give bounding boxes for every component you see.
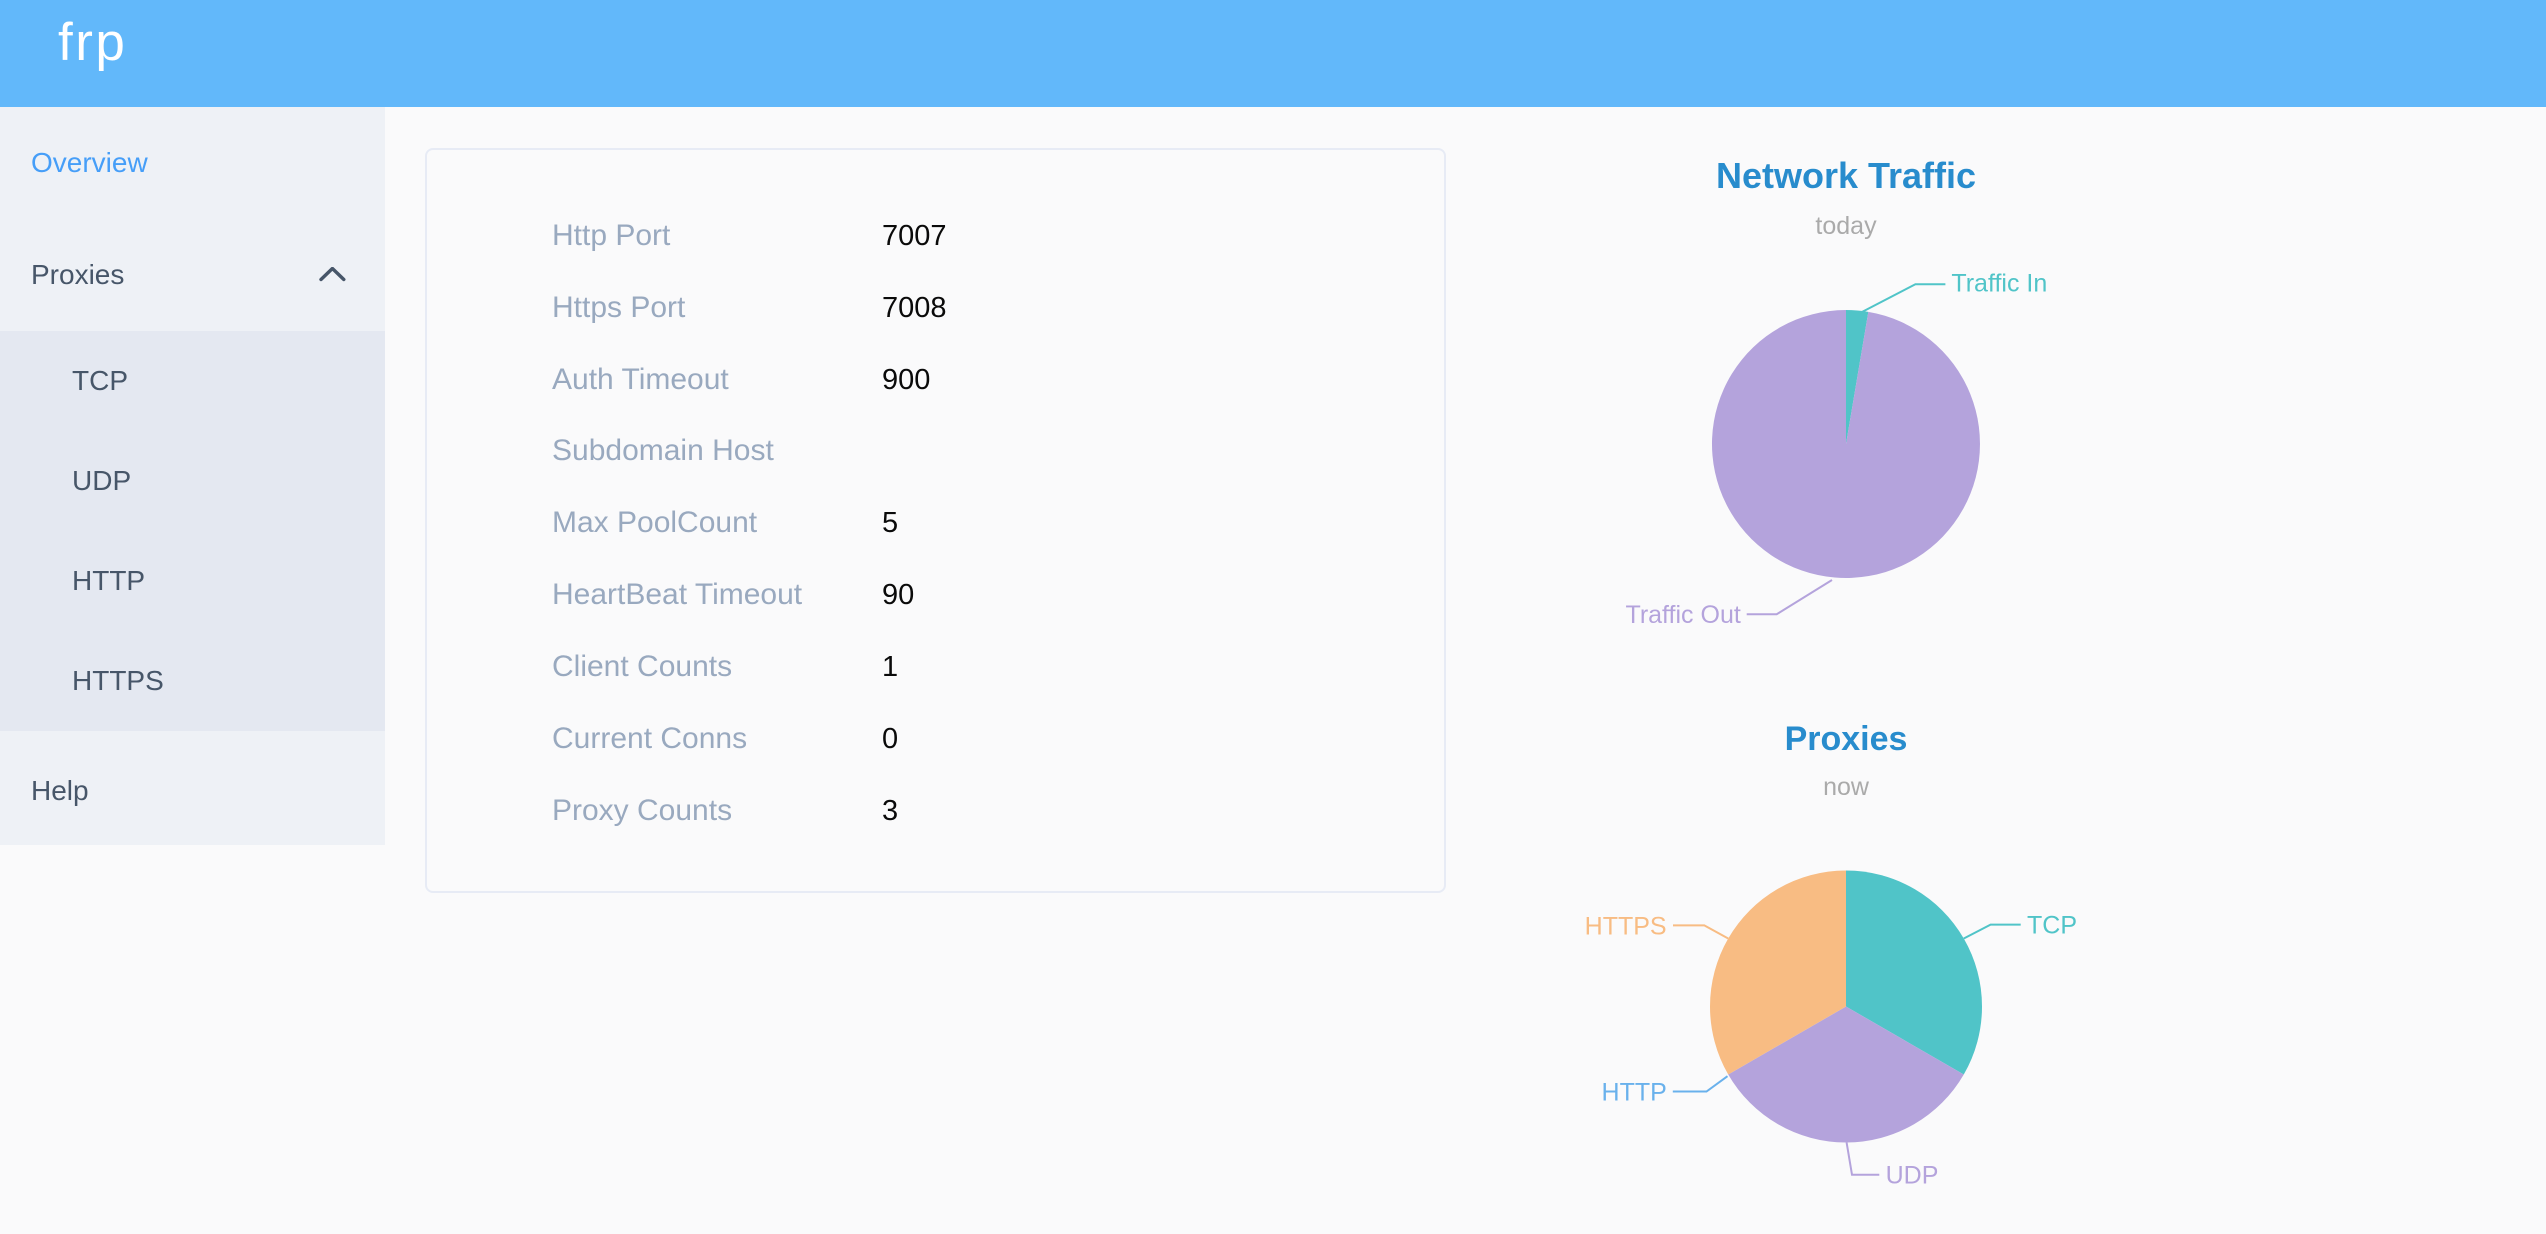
svg-text:HTTPS: HTTPS xyxy=(1585,912,1667,940)
svg-text:now: now xyxy=(1823,773,1870,801)
svg-text:today: today xyxy=(1815,212,1877,240)
svg-text:Proxies: Proxies xyxy=(1785,720,1908,758)
svg-text:Network Traffic: Network Traffic xyxy=(1716,155,1976,196)
svg-text:Traffic Out: Traffic Out xyxy=(1625,601,1740,629)
svg-text:Traffic In: Traffic In xyxy=(1951,269,2047,297)
svg-text:HTTP: HTTP xyxy=(1602,1079,1667,1107)
svg-text:TCP: TCP xyxy=(2027,912,2077,940)
svg-text:UDP: UDP xyxy=(1886,1162,1939,1190)
